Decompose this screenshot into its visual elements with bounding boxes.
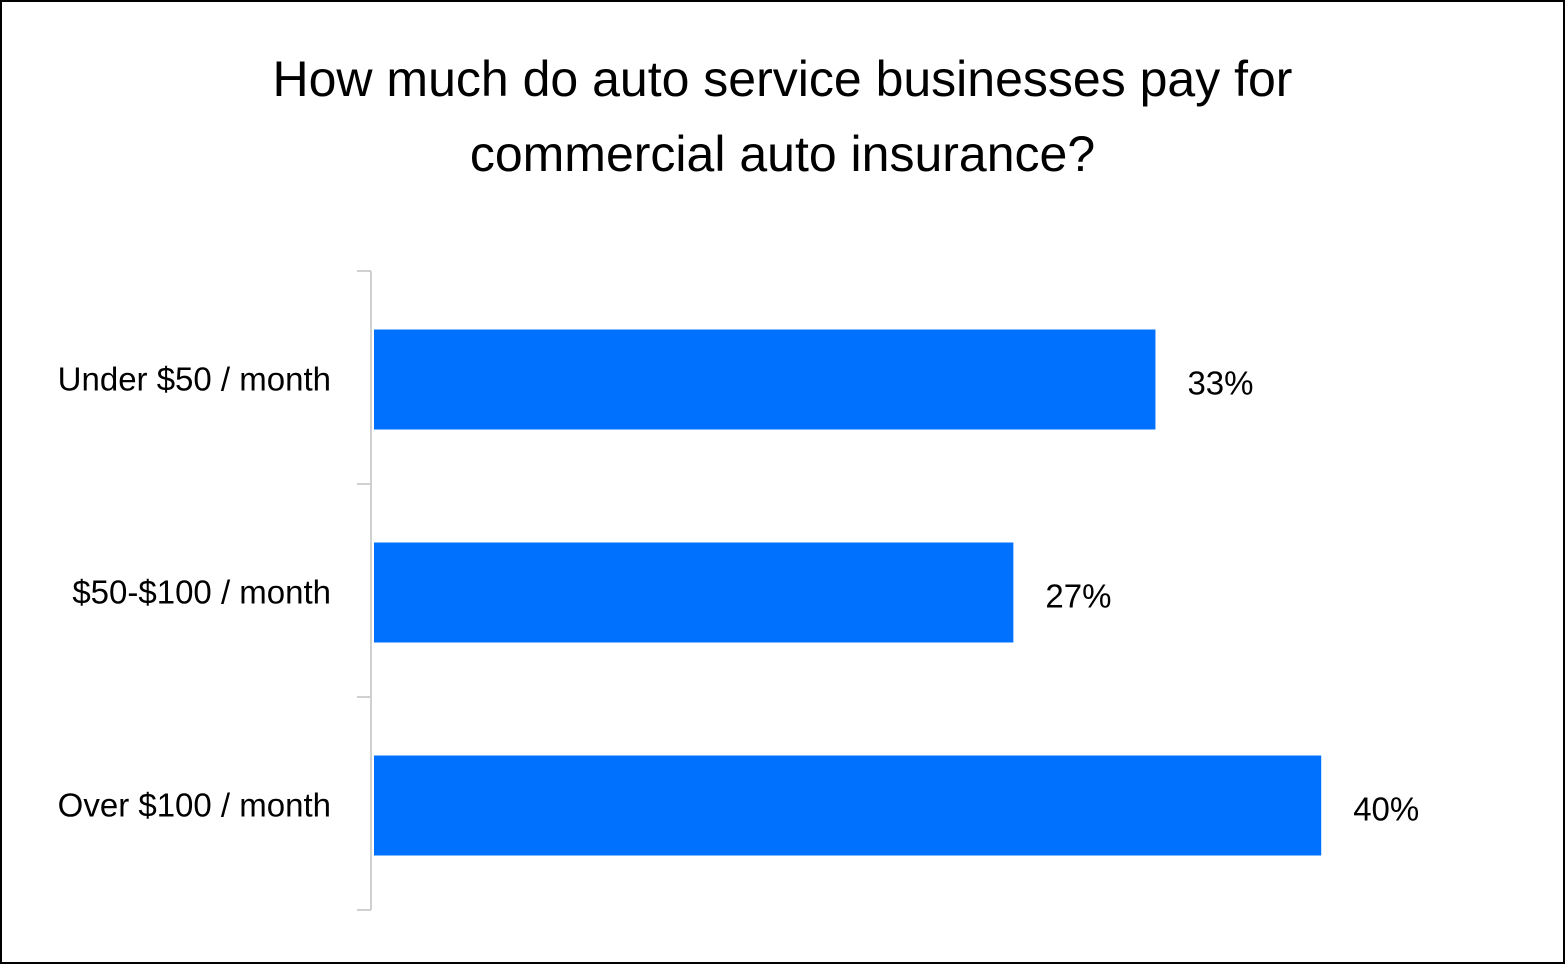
category-label-1: Under $50 / month (58, 361, 331, 398)
bar-1 (374, 329, 1156, 430)
chart-title-line-2: commercial auto insurance? (469, 126, 1096, 182)
category-label-3: Over $100 / month (58, 787, 331, 824)
chart-title-line-1: How much do auto service businesses pay … (272, 51, 1293, 107)
bar-2 (374, 542, 1014, 643)
chart-title: How much do auto service businesses pay … (0, 42, 1565, 192)
bar-3 (374, 755, 1322, 856)
category-label-2: $50-$100 / month (72, 574, 331, 611)
data-label-3: 40% (1353, 791, 1419, 828)
data-label-2: 27% (1045, 578, 1111, 615)
data-label-1: 33% (1187, 365, 1253, 402)
